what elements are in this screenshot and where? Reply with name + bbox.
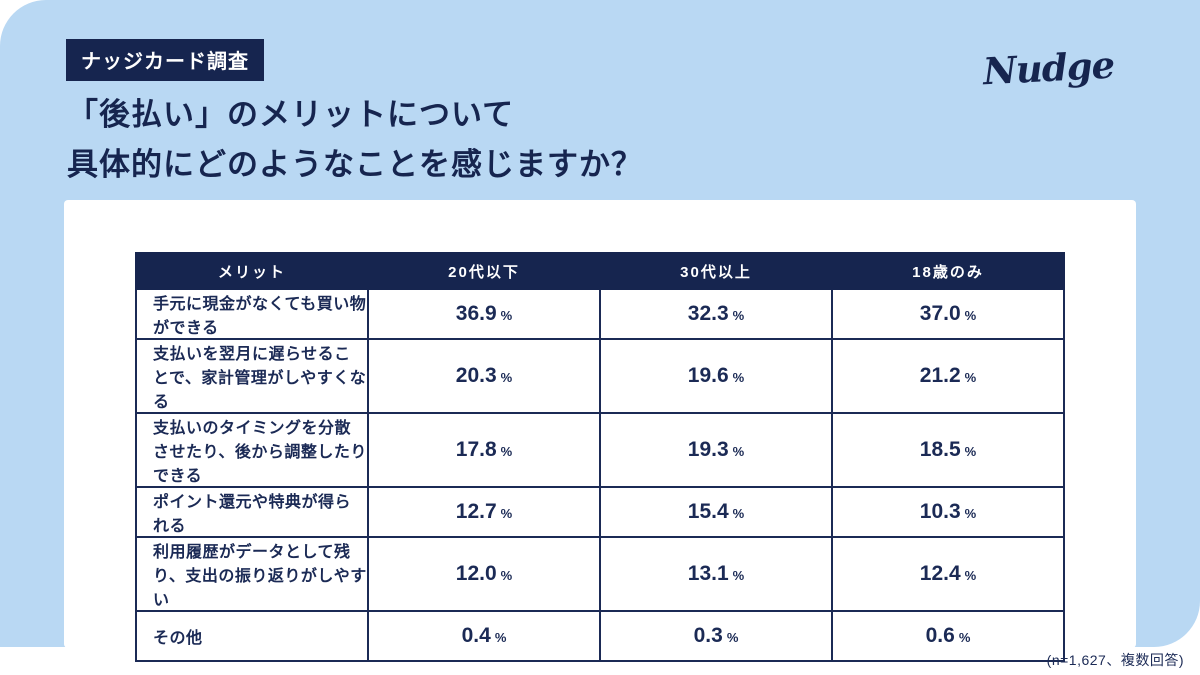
value-cell: 15.4% xyxy=(599,486,833,538)
value-unit: % xyxy=(958,630,971,645)
row-label: その他 xyxy=(135,610,369,662)
value-cell: 12.4% xyxy=(831,536,1065,612)
survey-badge: ナッジカード調査 xyxy=(66,39,264,81)
value-cell: 19.3% xyxy=(599,412,833,488)
value-number: 20.3 xyxy=(455,364,497,387)
page-title: 「後払い」のメリットについて 具体的にどのようなことを感じますか？ xyxy=(67,90,643,190)
value-cell: 17.8% xyxy=(367,412,601,488)
value-number: 10.3 xyxy=(919,500,961,523)
value-unit: % xyxy=(732,308,745,323)
page-title-line2: 具体的にどのようなことを感じますか？ xyxy=(67,147,643,183)
value-number: 12.4 xyxy=(919,562,961,585)
value-number: 0.6 xyxy=(925,624,955,647)
value-number: 15.4 xyxy=(687,500,729,523)
value-number: 0.3 xyxy=(693,624,723,647)
value-cell: 32.3% xyxy=(599,288,833,340)
value-unit: % xyxy=(964,308,977,323)
value-unit: % xyxy=(732,506,745,521)
value-unit: % xyxy=(494,630,507,645)
table-row: 支払いを翌月に遅らせることで、家計管理がしやすくなる 20.3% 19.6% 2… xyxy=(135,338,1065,414)
column-header-over30s: 30代以上 xyxy=(599,252,833,290)
value-cell: 36.9% xyxy=(367,288,601,340)
value-cell: 19.6% xyxy=(599,338,833,414)
value-cell: 12.0% xyxy=(367,536,601,612)
value-number: 18.5 xyxy=(919,438,961,461)
value-cell: 20.3% xyxy=(367,338,601,414)
value-number: 36.9 xyxy=(455,302,497,325)
value-unit: % xyxy=(964,444,977,459)
value-cell: 13.1% xyxy=(599,536,833,612)
value-unit: % xyxy=(726,630,739,645)
value-unit: % xyxy=(732,370,745,385)
value-unit: % xyxy=(964,370,977,385)
value-unit: % xyxy=(732,444,745,459)
column-header-under20s: 20代以下 xyxy=(367,252,601,290)
table-card: メリット 20代以下 30代以上 18歳のみ 手元に現金がなくても買い物ができる… xyxy=(64,200,1136,662)
row-label: 手元に現金がなくても買い物ができる xyxy=(135,288,369,340)
value-cell: 37.0% xyxy=(831,288,1065,340)
table-row: ポイント還元や特典が得られる 12.7% 15.4% 10.3% xyxy=(135,486,1065,538)
value-number: 32.3 xyxy=(687,302,729,325)
table-header-row: メリット 20代以下 30代以上 18歳のみ xyxy=(135,252,1065,290)
value-number: 19.6 xyxy=(687,364,729,387)
row-label: ポイント還元や特典が得られる xyxy=(135,486,369,538)
value-unit: % xyxy=(964,506,977,521)
value-unit: % xyxy=(500,308,513,323)
table-row: 手元に現金がなくても買い物ができる 36.9% 32.3% 37.0% xyxy=(135,288,1065,340)
value-number: 21.2 xyxy=(919,364,961,387)
value-cell: 0.3% xyxy=(599,610,833,662)
value-unit: % xyxy=(500,370,513,385)
value-cell: 0.4% xyxy=(367,610,601,662)
row-label: 支払いを翌月に遅らせることで、家計管理がしやすくなる xyxy=(135,338,369,414)
row-label: 利用履歴がデータとして残り、支出の振り返りがしやすい xyxy=(135,536,369,612)
sample-size-note: (n=1,627、複数回答) xyxy=(1046,652,1184,668)
table-row: 利用履歴がデータとして残り、支出の振り返りがしやすい 12.0% 13.1% 1… xyxy=(135,536,1065,612)
value-number: 17.8 xyxy=(455,438,497,461)
value-number: 13.1 xyxy=(687,562,729,585)
table-row: その他 0.4% 0.3% 0.6% xyxy=(135,610,1065,662)
nudge-logo: Nudge xyxy=(981,42,1116,94)
page-title-line1: 「後払い」のメリットについて xyxy=(67,97,515,132)
value-number: 0.4 xyxy=(461,624,491,647)
column-header-merit: メリット xyxy=(135,252,369,290)
value-cell: 21.2% xyxy=(831,338,1065,414)
value-number: 12.0 xyxy=(455,562,497,585)
value-cell: 0.6% xyxy=(831,610,1065,662)
value-cell: 18.5% xyxy=(831,412,1065,488)
survey-table: メリット 20代以下 30代以上 18歳のみ 手元に現金がなくても買い物ができる… xyxy=(135,252,1065,662)
value-cell: 10.3% xyxy=(831,486,1065,538)
row-label: 支払いのタイミングを分散させたり、後から調整したりできる xyxy=(135,412,369,488)
table-row: 支払いのタイミングを分散させたり、後から調整したりできる 17.8% 19.3%… xyxy=(135,412,1065,488)
value-number: 12.7 xyxy=(455,500,497,523)
value-unit: % xyxy=(500,506,513,521)
value-unit: % xyxy=(500,568,513,583)
value-unit: % xyxy=(500,444,513,459)
column-header-age18: 18歳のみ xyxy=(831,252,1065,290)
value-number: 19.3 xyxy=(687,438,729,461)
value-number: 37.0 xyxy=(919,302,961,325)
value-unit: % xyxy=(964,568,977,583)
value-cell: 12.7% xyxy=(367,486,601,538)
value-unit: % xyxy=(732,568,745,583)
